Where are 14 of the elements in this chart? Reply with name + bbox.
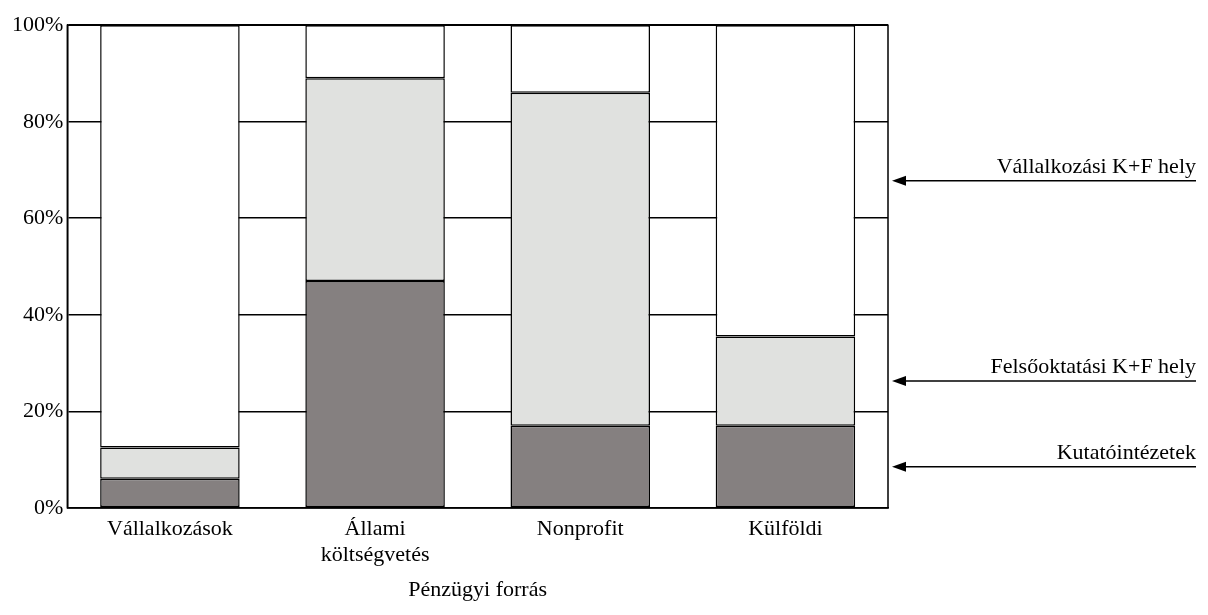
y-tick-label: 0% [34, 493, 64, 519]
x-tick-label: Vállalkozások [106, 514, 233, 540]
x-tick-label: Nonprofit [536, 514, 624, 540]
y-tick-label: 100% [12, 10, 64, 36]
text: Felsőoktatási K+F hely [990, 352, 1196, 378]
y-tick-label: 20% [23, 397, 64, 423]
x-axis-title: Pénzügyi forrás [408, 575, 548, 601]
text: Vállalkozási K+F hely [996, 152, 1196, 178]
y-tick-label: 40% [23, 300, 64, 326]
x-tick-label: Állami költségvetés [320, 514, 430, 567]
text: Kutatóintézetek [1056, 438, 1196, 464]
y-tick-label: 80% [23, 107, 64, 133]
x-tick-label: Külföldi [748, 514, 823, 540]
y-tick-label: 60% [23, 204, 64, 230]
